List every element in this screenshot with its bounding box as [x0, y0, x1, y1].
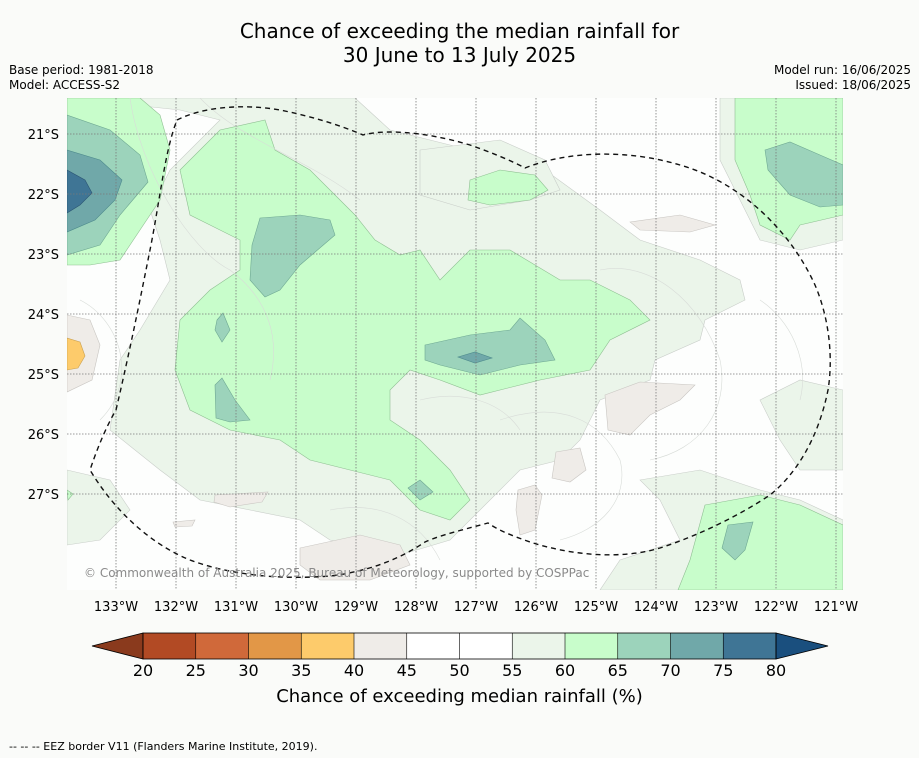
contour-lines: [79, 98, 803, 561]
lat-label: 27°S: [28, 488, 59, 503]
colorbar-tick-label: 25: [186, 661, 206, 680]
colorbar-segment: [354, 633, 407, 659]
colorbar-segment: [670, 633, 724, 659]
lat-label: 22°S: [28, 188, 59, 203]
eez-footnote: -- -- -- EEZ border V11 (Flanders Marine…: [9, 740, 318, 753]
colorbar-title: Chance of exceeding median rainfall (%): [276, 686, 643, 707]
lon-label: 126°W: [514, 600, 558, 615]
colorbar-tick-label: 80: [766, 661, 786, 680]
copyright-notice: © Commonwealth of Australia 2025, Bureau…: [84, 566, 590, 580]
title-line-1: Chance of exceeding the median rainfall …: [239, 19, 680, 43]
lon-label: 133°W: [94, 600, 138, 615]
contour-40-45: [67, 214, 717, 581]
colorbar-tick-label: 45: [397, 661, 417, 680]
lon-label: 123°W: [694, 600, 738, 615]
lon-label: 130°W: [274, 600, 318, 615]
lon-label: 131°W: [214, 600, 258, 615]
colorbar-tick-label: 35: [291, 661, 311, 680]
lon-label: 125°W: [574, 600, 618, 615]
colorbar: 20 25 30 35 40 45 50 55 60 65 70 75 80: [91, 632, 829, 680]
colorbar-tick-label: 65: [608, 661, 628, 680]
base-period: Base period: 1981-2018: [9, 63, 154, 77]
colorbar-segment: [406, 633, 460, 659]
colorbar-segment: [512, 633, 565, 659]
colorbar-tick-label: 40: [344, 661, 364, 680]
contour-65-70: [67, 114, 843, 561]
colorbar-segment: [565, 633, 618, 659]
colorbar-over-arrow: [775, 632, 829, 660]
lon-label: 132°W: [154, 600, 198, 615]
colorbar-segment: [248, 633, 302, 659]
colorbar-tick-label: 20: [133, 661, 153, 680]
lon-label: 121°W: [814, 600, 858, 615]
contour-70-75: [67, 149, 493, 364]
contour-75-80: [67, 169, 93, 214]
title-line-2: 30 June to 13 July 2025: [342, 43, 577, 67]
lat-labels: 21°S 22°S 23°S 24°S 25°S 26°S 27°S: [28, 128, 59, 503]
lon-label: 127°W: [454, 600, 498, 615]
colorbar-segment: [723, 633, 776, 659]
colorbar-tick-label: 60: [555, 661, 575, 680]
colorbar-tick-label: 75: [713, 661, 733, 680]
lat-label: 25°S: [28, 368, 59, 383]
lon-labels: 133°W 132°W 131°W 130°W 129°W 128°W 127°…: [94, 600, 858, 615]
colorbar-tick-label: 55: [502, 661, 522, 680]
eez-border: [89, 106, 831, 578]
colorbar-segment: [143, 633, 196, 659]
lon-label: 124°W: [634, 600, 678, 615]
lat-label: 23°S: [28, 248, 59, 263]
colorbar-segment: [195, 633, 249, 659]
lat-label: 24°S: [28, 308, 59, 323]
meta-right: Model run: 16/06/2025 Issued: 18/06/2025: [774, 63, 911, 93]
colorbar-segment: [459, 633, 513, 659]
lat-label: 26°S: [28, 428, 59, 443]
lon-label: 122°W: [754, 600, 798, 615]
colorbar-segment: [301, 633, 354, 659]
colorbar-tick-label: 70: [660, 661, 680, 680]
graticule: [67, 98, 843, 590]
lon-label: 129°W: [334, 600, 378, 615]
colorbar-tick-label: 50: [449, 661, 469, 680]
contour-35-40: [67, 337, 86, 371]
model-name: Model: ACCESS-S2: [9, 78, 121, 92]
lon-label: 128°W: [394, 600, 438, 615]
model-run: Model run: 16/06/2025: [773, 63, 911, 77]
meta-left: Base period: 1981-2018 Model: ACCESS-S2: [9, 63, 154, 93]
colorbar-segment: [617, 633, 671, 659]
colorbar-under-arrow: [91, 632, 144, 660]
map-area: [67, 98, 843, 590]
lat-label: 21°S: [28, 128, 59, 143]
page-title: Chance of exceeding the median rainfall …: [0, 19, 919, 67]
issued-date: Issued: 18/06/2025: [795, 78, 911, 92]
colorbar-tick-label: 30: [238, 661, 258, 680]
